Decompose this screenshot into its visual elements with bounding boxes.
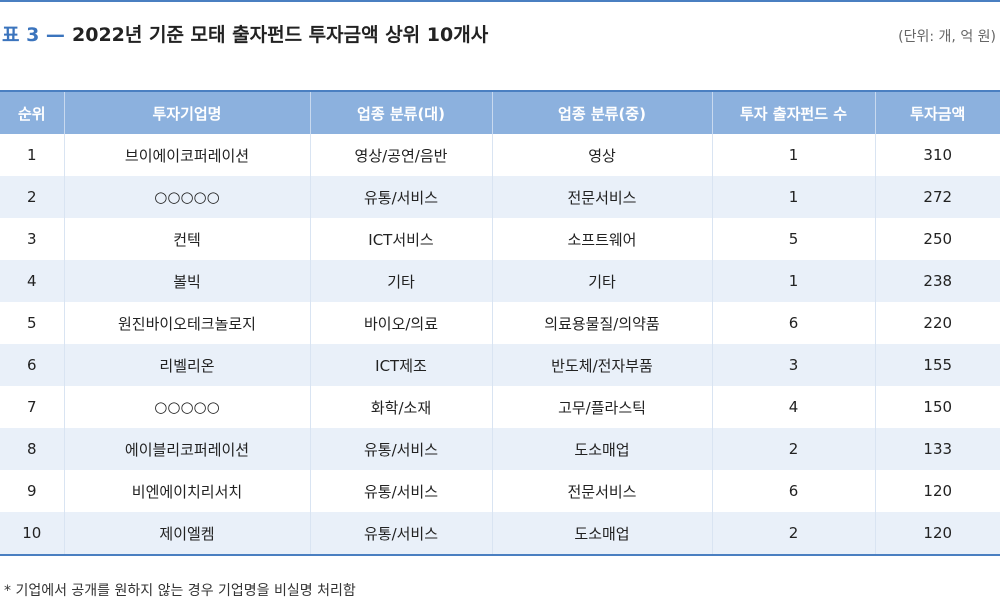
cell-industry-mid: 전문서비스 [492,470,713,512]
cell-fund-count: 5 [712,218,876,260]
cell-industry-mid: 영상 [492,134,713,176]
cell-fund-count: 6 [712,302,876,344]
cell-rank: 3 [0,218,65,260]
table-row: 4 볼빅 기타 기타 1 238 [0,260,1000,302]
cell-rank: 1 [0,134,65,176]
cell-fund-count: 3 [712,344,876,386]
table-row: 6 리벨리온 ICT제조 반도체/전자부품 3 155 [0,344,1000,386]
cell-amount: 250 [875,218,1000,260]
investment-table: 순위 투자기업명 업종 분류(대) 업종 분류(중) 투자 출자펀드 수 투자금… [0,90,1000,556]
cell-company: 볼빅 [64,260,311,302]
table-row: 2 ○○○○○ 유통/서비스 전문서비스 1 272 [0,176,1000,218]
cell-company: 컨텍 [64,218,311,260]
table-title: 2022년 기준 모태 출자펀드 투자금액 상위 10개사 [72,24,489,46]
cell-fund-count: 6 [712,470,876,512]
cell-fund-count: 4 [712,386,876,428]
table-row: 8 에이블리코퍼레이션 유통/서비스 도소매업 2 133 [0,428,1000,470]
cell-industry-major: 바이오/의료 [310,302,493,344]
cell-rank: 5 [0,302,65,344]
cell-amount: 155 [875,344,1000,386]
cell-industry-major: 기타 [310,260,493,302]
cell-fund-count: 2 [712,428,876,470]
cell-industry-major: 화학/소재 [310,386,493,428]
header-rank: 순위 [0,90,65,134]
header-industry-major: 업종 분류(대) [310,90,493,134]
cell-amount: 220 [875,302,1000,344]
table-row: 9 비엔에이치리서치 유통/서비스 전문서비스 6 120 [0,470,1000,512]
table-row: 10 제이엘켐 유통/서비스 도소매업 2 120 [0,512,1000,556]
unit-note: (단위: 개, 억 원) [898,29,996,45]
cell-industry-mid: 도소매업 [492,512,713,556]
cell-amount: 310 [875,134,1000,176]
cell-fund-count: 1 [712,134,876,176]
header-industry-mid: 업종 분류(중) [492,90,713,134]
cell-company: 제이엘켐 [64,512,311,556]
cell-rank: 4 [0,260,65,302]
header-company: 투자기업명 [64,90,311,134]
table-number: 표 3 — [2,24,65,46]
cell-amount: 120 [875,470,1000,512]
cell-industry-mid: 소프트웨어 [492,218,713,260]
cell-fund-count: 1 [712,176,876,218]
header-row: 순위 투자기업명 업종 분류(대) 업종 분류(중) 투자 출자펀드 수 투자금… [0,90,1000,134]
cell-company: ○○○○○ [64,176,311,218]
cell-amount: 238 [875,260,1000,302]
table-row: 7 ○○○○○ 화학/소재 고무/플라스틱 4 150 [0,386,1000,428]
cell-amount: 150 [875,386,1000,428]
cell-company: 비엔에이치리서치 [64,470,311,512]
cell-amount: 133 [875,428,1000,470]
cell-amount: 272 [875,176,1000,218]
cell-industry-mid: 반도체/전자부품 [492,344,713,386]
cell-industry-major: ICT제조 [310,344,493,386]
table-row: 1 브이에이코퍼레이션 영상/공연/음반 영상 1 310 [0,134,1000,176]
top-rule [0,0,1000,2]
footnote: * 기업에서 공개를 원하지 않는 경우 기업명을 비실명 처리함 [4,583,356,599]
cell-company: 원진바이오테크놀로지 [64,302,311,344]
cell-company: 브이에이코퍼레이션 [64,134,311,176]
cell-industry-major: ICT서비스 [310,218,493,260]
cell-company: 에이블리코퍼레이션 [64,428,311,470]
cell-industry-major: 유통/서비스 [310,428,493,470]
cell-rank: 6 [0,344,65,386]
cell-industry-major: 영상/공연/음반 [310,134,493,176]
header-amount: 투자금액 [875,90,1000,134]
cell-industry-mid: 도소매업 [492,428,713,470]
cell-industry-major: 유통/서비스 [310,512,493,556]
cell-rank: 8 [0,428,65,470]
cell-industry-major: 유통/서비스 [310,470,493,512]
cell-industry-mid: 고무/플라스틱 [492,386,713,428]
cell-rank: 2 [0,176,65,218]
cell-rank: 9 [0,470,65,512]
cell-fund-count: 2 [712,512,876,556]
cell-company: 리벨리온 [64,344,311,386]
cell-fund-count: 1 [712,260,876,302]
header-fund-count: 투자 출자펀드 수 [712,90,876,134]
table-title-row: 표 3 — 2022년 기준 모태 출자펀드 투자금액 상위 10개사 (단위:… [0,18,1000,52]
cell-industry-mid: 전문서비스 [492,176,713,218]
cell-industry-major: 유통/서비스 [310,176,493,218]
cell-rank: 7 [0,386,65,428]
cell-industry-mid: 기타 [492,260,713,302]
table-row: 5 원진바이오테크놀로지 바이오/의료 의료용물질/의약품 6 220 [0,302,1000,344]
cell-industry-mid: 의료용물질/의약품 [492,302,713,344]
table-row: 3 컨텍 ICT서비스 소프트웨어 5 250 [0,218,1000,260]
cell-amount: 120 [875,512,1000,556]
cell-rank: 10 [0,512,65,556]
cell-company: ○○○○○ [64,386,311,428]
